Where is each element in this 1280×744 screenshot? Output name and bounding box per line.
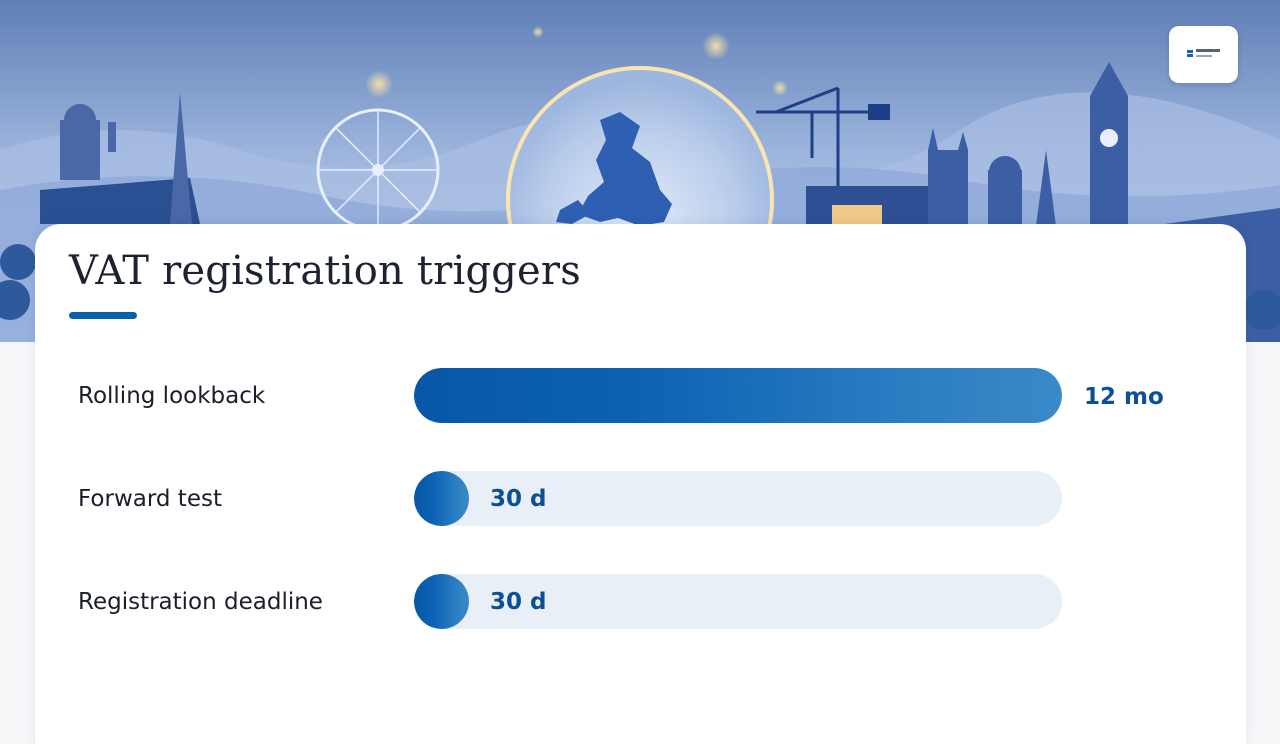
company-logo-badge [1169,26,1238,83]
title-underline [69,312,137,319]
bar-track-rolling-lookback [414,368,1062,423]
bar-label-rolling-lookback: Rolling lookback [78,383,266,409]
bar-value-forward-test: 30 d [490,486,547,512]
bar-rolling-lookback [414,368,1062,423]
bar-track-registration-deadline [414,574,1062,629]
slide-title: VAT registration triggers [69,248,581,294]
bar-forward-test [414,471,469,526]
bar-track-forward-test [414,471,1062,526]
company-logo-icon [1187,49,1220,57]
bar-value-rolling-lookback: 12 mo [1084,384,1164,410]
bar-registration-deadline [414,574,469,629]
bar-value-registration-deadline: 30 d [490,589,547,615]
bar-label-registration-deadline: Registration deadline [78,589,323,615]
bar-label-forward-test: Forward test [78,486,222,512]
content-card: VAT registration triggers Rolling lookba… [35,224,1246,744]
